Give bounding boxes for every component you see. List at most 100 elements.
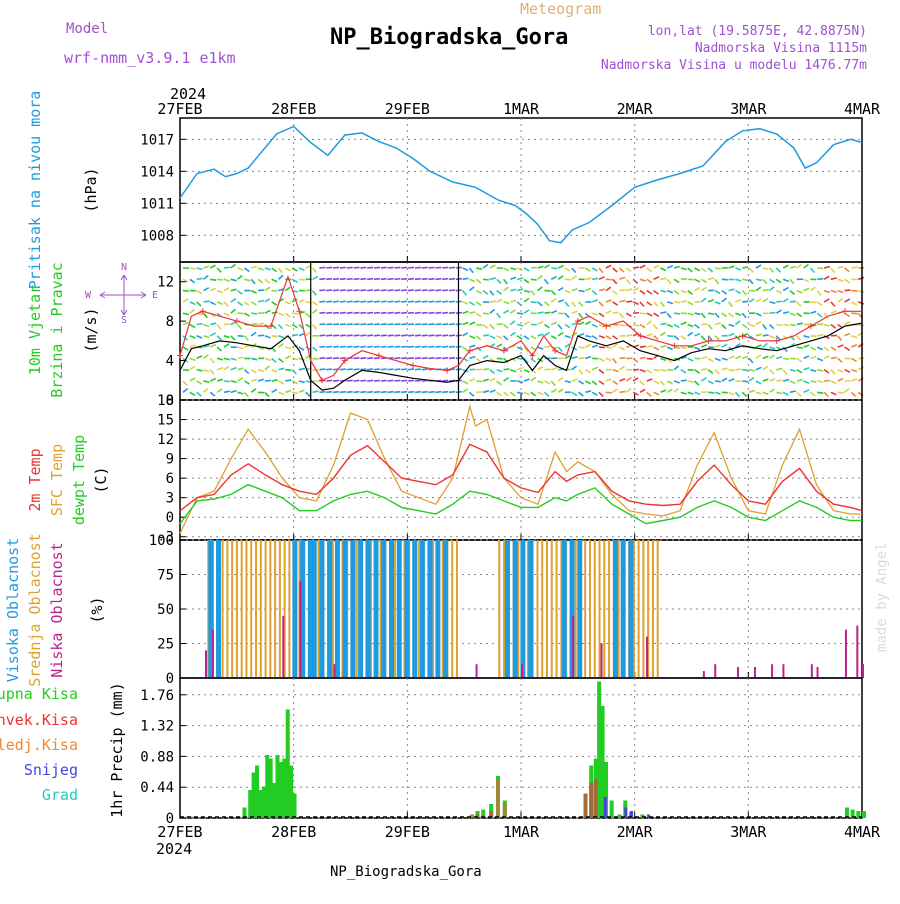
precip-unit-label: 1hr Precip (mm) [108, 682, 126, 817]
wind-arrow [435, 290, 441, 291]
y-tick-label-clouds: 50 [157, 602, 174, 618]
high-cloud-bar [374, 540, 379, 678]
wind-arrow [654, 313, 659, 316]
wind-arrow [660, 332, 665, 336]
low-cloud-bar [646, 637, 648, 678]
wind-arrow [817, 313, 822, 317]
wind-arrow [381, 290, 387, 291]
mid-cloud-bar [584, 540, 586, 678]
wind-arrow [381, 313, 387, 314]
wind-arrow [388, 267, 394, 268]
y-tick-label-temperature: 9 [166, 452, 174, 468]
wind-arrow [851, 336, 857, 338]
mid-cloud-bar [394, 540, 396, 678]
wind-arrow [613, 381, 618, 384]
wind-arrow [422, 335, 428, 336]
wind-arrow [742, 291, 746, 295]
wind-arrow [790, 370, 796, 371]
mid-cloud-bar [608, 540, 610, 678]
wind-arrow [735, 356, 741, 358]
wind-arrow [374, 279, 380, 280]
wind-arrow [319, 347, 325, 348]
y-tick-label-clouds: 75 [157, 568, 174, 584]
wind-arrow [476, 268, 482, 269]
wind-arrow [585, 278, 591, 279]
wind-arrow [197, 268, 203, 270]
wind-arrow [715, 370, 719, 374]
wind-arrow [770, 347, 776, 349]
wind-arrow [756, 334, 762, 336]
wind-arrow [858, 367, 863, 370]
wind-arrow [804, 345, 810, 347]
high-cloud-bar [389, 540, 394, 678]
wind-arrow [817, 358, 823, 360]
wind-arrow [647, 321, 652, 325]
wind-arrow [197, 336, 203, 338]
wind-arrow [354, 290, 360, 291]
wind-arrow [715, 323, 721, 325]
wind-arrow [265, 299, 270, 302]
high-cloud-bar [420, 540, 425, 678]
wind-arrow [749, 370, 755, 371]
wind-arrow [565, 268, 570, 271]
wind-arrow [210, 288, 216, 290]
mid-cloud-bar [536, 540, 538, 678]
wind-arrow [572, 276, 577, 279]
wind-arrow [633, 279, 637, 283]
mid-cloud-bar [356, 540, 358, 678]
wind-arrow [797, 392, 802, 396]
wind-arrow [278, 368, 284, 369]
wind-arrow [810, 392, 815, 396]
high-cloud-bar [366, 540, 371, 678]
wind-arrow [626, 313, 631, 316]
mid-cloud-bar [541, 540, 543, 678]
wind-arrow [449, 335, 455, 336]
wind-arrow [572, 357, 578, 359]
wind-arrow [524, 370, 529, 373]
wind-arrow [442, 301, 448, 302]
wind-arrow [831, 278, 837, 279]
wind-arrow [203, 336, 209, 338]
compass-rose [100, 275, 146, 315]
high-cloud-bar [216, 540, 221, 678]
wind-arrow [490, 390, 496, 392]
wind-arrow [845, 322, 850, 325]
wind-arrow [497, 336, 503, 338]
compass-east: E [152, 290, 158, 301]
wind-arrow [749, 299, 754, 302]
wind-arrow [695, 334, 701, 336]
wind-arrow [292, 381, 297, 384]
wind-arrow [258, 379, 264, 381]
wind-arrow [667, 381, 672, 384]
y-tick-label-temperature: 12 [157, 432, 174, 448]
wind-arrow [824, 347, 829, 351]
wind-arrow [592, 381, 597, 385]
wind-arrow [599, 302, 603, 306]
wind-arrow [824, 370, 829, 373]
wind-arrow [388, 335, 394, 336]
wind-arrow [797, 336, 801, 340]
total-precip-bar [293, 794, 297, 819]
wind-arrow [183, 313, 189, 314]
wind-arrow [831, 357, 837, 358]
total-precip-bar [248, 790, 252, 818]
wind-gust-marker [603, 323, 609, 329]
wind-arrow [265, 287, 270, 290]
wind-arrow [326, 392, 332, 393]
wind-arrow [599, 392, 603, 396]
wind-arrow [408, 290, 414, 291]
wind-arrow [708, 268, 712, 272]
wind-arrow [681, 347, 687, 348]
wind-arrow [231, 336, 235, 340]
mid-cloud-bar [594, 540, 596, 678]
wind-arrow [401, 358, 407, 359]
wind-arrow [313, 347, 318, 351]
wind-arrow [244, 381, 249, 384]
high-cloud-bar [562, 540, 567, 678]
wind-arrow [585, 288, 591, 290]
wind-arrow [483, 335, 489, 336]
wind-arrow [326, 335, 332, 336]
wind-arrow [313, 325, 317, 330]
wind-arrow [579, 381, 584, 384]
wind-arrow [354, 369, 360, 370]
